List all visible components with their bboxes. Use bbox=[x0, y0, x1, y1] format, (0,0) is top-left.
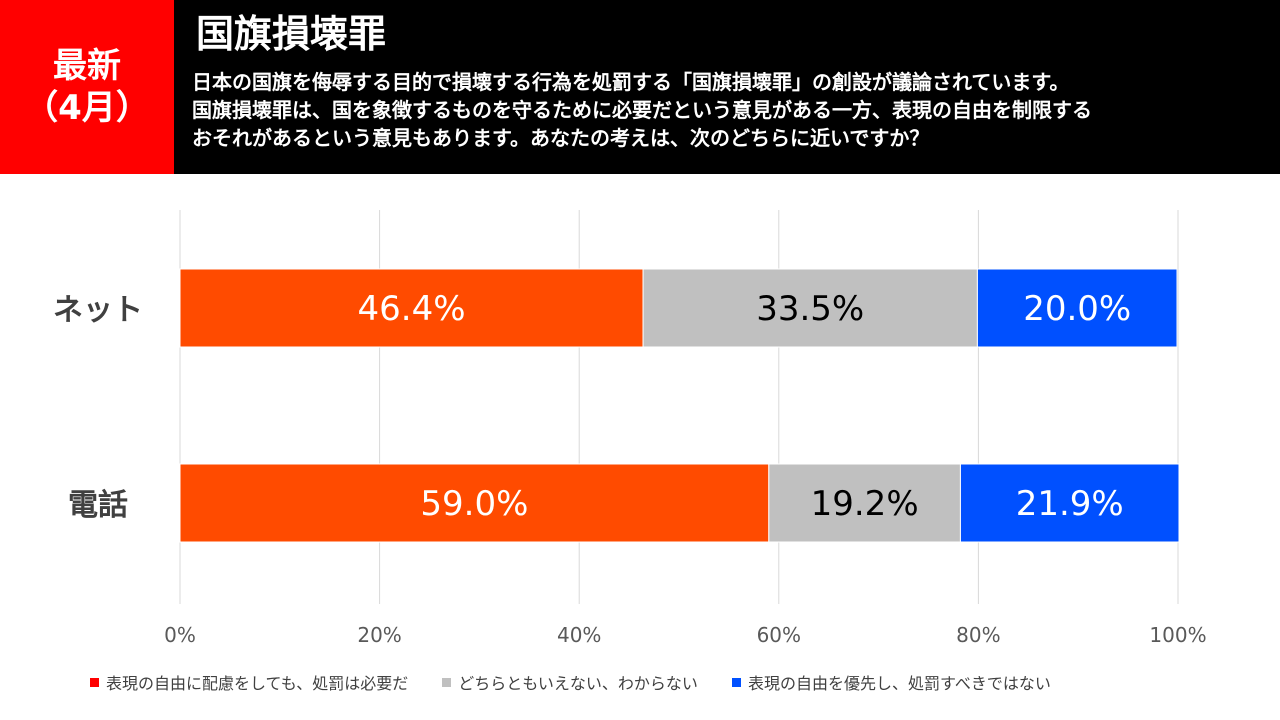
x-tick-label: 20% bbox=[357, 623, 401, 647]
question-line-3: おそれがあるという意見もあります。あなたの考えは、次のどちらに近いですか？ bbox=[192, 126, 930, 150]
legend-item: どちらともいえない、わからない bbox=[442, 670, 698, 694]
x-tick-label: 40% bbox=[557, 623, 601, 647]
legend-item: 表現の自由に配慮をしても、処罰は必要だ bbox=[90, 670, 408, 694]
legend-label: 表現の自由を優先し、処罰すべきではない bbox=[747, 674, 1051, 693]
badge-line2: （4月） bbox=[24, 88, 150, 128]
x-tick-label: 0% bbox=[164, 623, 196, 647]
data-label: 59.0% bbox=[420, 484, 528, 524]
legend-swatch bbox=[90, 677, 99, 687]
legend-swatch bbox=[731, 677, 741, 687]
stacked-bar-chart: 0% 20% 40% 60% 80% 100% ネット 46.4% 33.5% 20.0% 電話 59… bbox=[53, 210, 1207, 647]
legend-label: 表現の自由に配慮をしても、処罰は必要だ bbox=[106, 674, 409, 693]
question-line-2: 国旗損壊罪は、国を象徴するものを守るために必要だという意見がある一方、表現の自由… bbox=[192, 98, 1092, 122]
x-tick-label: 100% bbox=[1149, 623, 1206, 647]
bar-segment bbox=[179, 268, 644, 348]
data-label: 33.5% bbox=[756, 289, 864, 329]
x-tick-label: 60% bbox=[757, 623, 801, 647]
bar-segment bbox=[976, 268, 1178, 348]
header: 最新 （4月） 国旗損壊罪 日本の国旗を侮辱する目的で損壊する行為を処罰する「国… bbox=[0, 0, 1280, 174]
question-text: 日本の国旗を侮辱する目的で損壊する行為を処罰する「国旗損壊罪」の創設が議論されて… bbox=[192, 68, 1272, 152]
legend-item: 表現の自由を優先し、処罰すべきではない bbox=[731, 670, 1051, 694]
data-label: 46.4% bbox=[358, 289, 466, 329]
badge-line1: 最新 bbox=[53, 46, 121, 86]
question-line-1: 日本の国旗を侮辱する目的で損壊する行為を処罰する「国旗損壊罪」の創設が議論されて… bbox=[192, 70, 1070, 94]
data-label: 19.2% bbox=[811, 484, 919, 524]
chart-legend: 表現の自由に配慮をしても、処罰は必要だ どちらともいえない、わからない 表現の自由を… bbox=[90, 668, 1270, 696]
bar-segment bbox=[959, 463, 1180, 543]
data-label: 20.0% bbox=[1023, 289, 1131, 329]
data-label: 21.9% bbox=[1016, 484, 1124, 524]
bar-segment bbox=[179, 463, 770, 543]
category-label: ネット bbox=[53, 293, 143, 328]
category-label: 電話 bbox=[68, 488, 128, 523]
x-tick-label: 80% bbox=[956, 623, 1000, 647]
bar-segment bbox=[768, 463, 961, 543]
legend-label: どちらともいえない、わからない bbox=[458, 674, 698, 693]
latest-badge: 最新 （4月） bbox=[0, 0, 174, 174]
page-title: 国旗損壊罪 bbox=[196, 12, 387, 56]
legend-swatch bbox=[442, 677, 452, 687]
